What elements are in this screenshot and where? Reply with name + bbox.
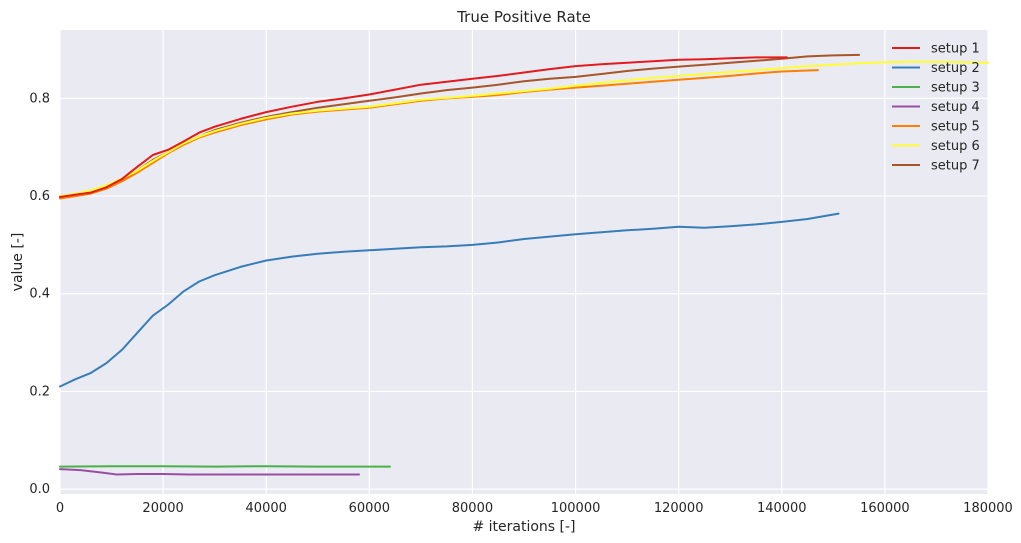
x-tick-label: 100000: [551, 501, 601, 516]
legend-label: setup 1: [931, 42, 980, 57]
series-line-setup-2: [59, 212, 840, 388]
x-tick-label: 120000: [654, 501, 704, 516]
x-tick-label: 80000: [452, 501, 493, 516]
y-axis-label: value [-]: [10, 233, 26, 292]
x-tick-label: 20000: [142, 501, 183, 516]
series-lines: [59, 53, 989, 476]
legend: setup 1 setup 2 setup 3 setup 4 setup 5 setup…: [892, 42, 980, 174]
series-line-setup-6: [59, 60, 989, 198]
y-tick-label: 0.8: [29, 91, 50, 106]
legend-label: setup 6: [931, 139, 980, 154]
y-tick-labels: 0.0 0.2 0.4 0.6 0.8: [29, 91, 50, 497]
series-line-setup-1: [59, 56, 788, 198]
plot-area: [60, 30, 988, 494]
legend-label: setup 2: [931, 61, 980, 76]
x-tick-label: 140000: [757, 501, 807, 516]
y-tick-label: 0.4: [29, 287, 50, 302]
legend-label: setup 3: [931, 81, 980, 96]
legend-label: setup 5: [931, 120, 980, 135]
legend-label: setup 4: [931, 100, 980, 115]
y-tick-label: 0.6: [29, 189, 50, 204]
x-tick-label: 180000: [963, 501, 1013, 516]
series-line-setup-4: [59, 468, 360, 476]
chart-title: True Positive Rate: [456, 8, 591, 26]
x-tick-label: 40000: [246, 501, 287, 516]
grid: [59, 30, 989, 494]
x-tick-labels: 0 20000 40000 60000 80000 100000 120000 140000 1…: [56, 501, 1013, 516]
x-tick-label: 0: [56, 501, 64, 516]
y-tick-label: 0.2: [29, 384, 50, 399]
x-tick-label: 60000: [349, 501, 390, 516]
legend-label: setup 7: [931, 159, 980, 174]
x-tick-label: 160000: [860, 501, 910, 516]
y-tick-label: 0.0: [29, 482, 50, 497]
x-axis-label: # iterations [-]: [472, 519, 575, 535]
